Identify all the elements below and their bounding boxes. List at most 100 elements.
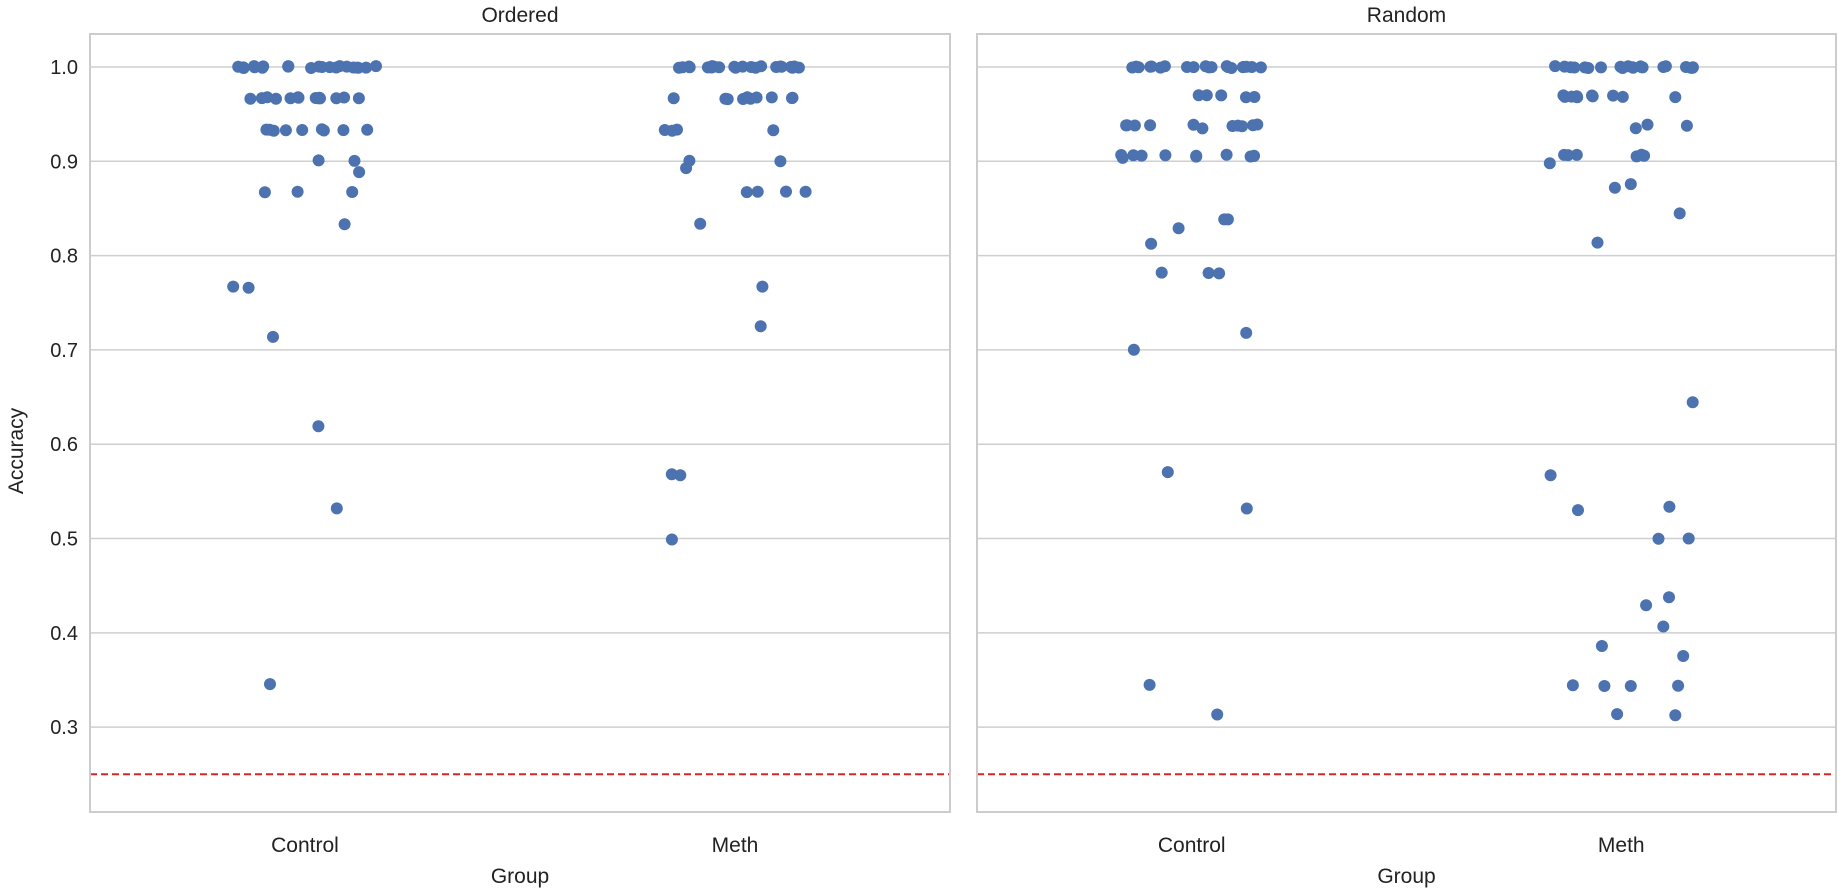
data-point-meth	[1669, 91, 1682, 104]
data-point-meth	[786, 91, 799, 104]
data-point-control	[1145, 60, 1158, 73]
data-point-control	[291, 185, 304, 198]
data-point-control	[1231, 119, 1244, 132]
panel-frame	[976, 33, 1837, 813]
data-point-control	[227, 280, 240, 293]
data-point-control	[248, 61, 261, 74]
data-point-meth	[799, 185, 812, 198]
data-point-control	[1145, 237, 1158, 250]
data-point-control	[1203, 61, 1216, 74]
data-point-meth	[756, 280, 769, 293]
data-point-control	[296, 124, 309, 136]
data-point-control	[361, 123, 374, 136]
data-point-control	[1116, 151, 1129, 164]
data-point-control	[1225, 62, 1238, 74]
data-point-control	[1132, 61, 1145, 74]
data-point-control	[242, 281, 255, 294]
data-point-meth	[1680, 119, 1693, 132]
data-point-meth	[1595, 640, 1608, 652]
data-point-meth	[1663, 591, 1675, 604]
y-axis-label: Accuracy	[5, 407, 28, 494]
data-point-meth	[1549, 60, 1562, 73]
data-point-control	[370, 60, 382, 73]
data-point-meth	[1566, 679, 1579, 692]
data-point-meth	[1686, 396, 1699, 409]
data-point-control	[1215, 89, 1228, 102]
data-point-control	[232, 60, 245, 73]
data-point-meth	[1640, 599, 1653, 612]
panel-frame	[89, 33, 951, 813]
data-point-meth	[674, 469, 687, 482]
data-point-control	[338, 218, 351, 231]
data-point-control	[282, 60, 295, 73]
data-point-meth	[1673, 207, 1686, 220]
data-point-control	[348, 154, 361, 167]
data-point-meth	[1638, 149, 1651, 162]
data-point-control	[1127, 343, 1140, 356]
data-point-control	[1143, 678, 1156, 691]
y-tick-label: 0.9	[50, 151, 78, 173]
data-point-control	[340, 60, 353, 73]
data-point-meth	[1659, 60, 1672, 73]
data-point-meth	[673, 61, 685, 74]
data-point-control	[264, 678, 276, 691]
data-point-control	[1240, 502, 1253, 515]
data-point-meth	[765, 91, 778, 104]
data-point-control	[1187, 61, 1200, 74]
data-point-control	[261, 91, 274, 104]
data-point-control	[1247, 119, 1259, 132]
panel-title: Random	[1367, 4, 1446, 27]
data-point-control	[316, 61, 328, 73]
data-point-meth	[1598, 680, 1611, 692]
y-tick-label: 0.7	[50, 340, 78, 362]
data-point-meth	[1629, 122, 1642, 135]
data-point-control	[244, 92, 257, 105]
data-point-meth	[1557, 89, 1570, 102]
data-point-meth	[1611, 708, 1624, 721]
x-axis-label: Group	[1377, 865, 1435, 888]
data-point-meth	[708, 60, 721, 73]
data-point-meth	[1570, 148, 1583, 161]
panel-layer: Ordered Control Meth Group 0.3 0.4 0.5 0.6 0.7 0.…	[50, 4, 1837, 888]
data-point-control	[263, 123, 276, 136]
data-point-control	[1190, 149, 1203, 162]
x-tick-label-meth: Meth	[1598, 834, 1645, 857]
data-point-control	[1245, 61, 1258, 73]
data-point-control	[337, 124, 350, 137]
data-point-meth	[1624, 178, 1637, 191]
data-point-control	[346, 186, 359, 198]
data-point-control	[330, 502, 343, 515]
y-tick-label: 1.0	[50, 57, 78, 79]
x-tick-label-meth: Meth	[712, 834, 759, 857]
data-point-meth	[1663, 500, 1676, 513]
data-point-meth	[1543, 157, 1556, 170]
data-point-meth	[658, 124, 671, 136]
x-tick-label-control: Control	[1158, 834, 1226, 857]
data-point-meth	[694, 217, 707, 230]
data-point-control	[1196, 122, 1209, 135]
data-point-meth	[775, 60, 788, 73]
data-point-meth	[1614, 60, 1627, 73]
x-tick-label-control: Control	[271, 834, 339, 857]
data-point-meth	[1607, 89, 1620, 102]
data-point-control	[1200, 89, 1213, 102]
data-point-control	[1172, 222, 1185, 235]
data-point-meth	[754, 320, 767, 333]
data-point-control	[305, 62, 318, 74]
data-point-meth	[1624, 680, 1637, 692]
data-point-control	[1248, 91, 1261, 103]
data-point-control	[258, 186, 271, 199]
panel-ordered: Ordered Control Meth Group 0.3 0.4 0.5 0.6 0.7 0.…	[50, 4, 951, 888]
data-point-meth	[1572, 504, 1584, 517]
data-point-meth	[1558, 148, 1571, 161]
data-point-control	[1155, 266, 1168, 279]
data-point-control	[292, 91, 305, 104]
data-point-meth	[741, 91, 754, 104]
data-point-meth	[719, 92, 732, 105]
data-point-meth	[1595, 61, 1607, 74]
data-point-control	[279, 124, 292, 137]
data-point-control	[1144, 119, 1157, 132]
data-point-control	[1159, 149, 1172, 162]
